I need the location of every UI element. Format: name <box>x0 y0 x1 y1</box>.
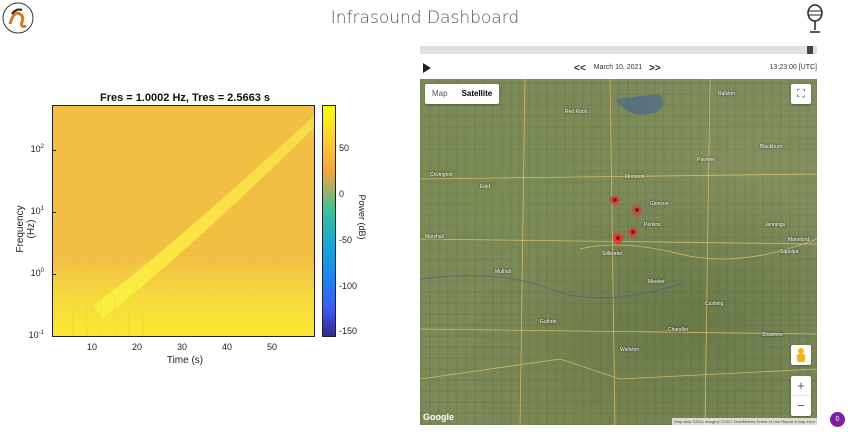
spectrogram-title: Fres = 1.0002 Hz, Tres = 2.5663 s <box>99 92 270 104</box>
colorbar-tick: -50 <box>339 235 353 245</box>
road-overlay <box>420 79 817 425</box>
notification-badge[interactable]: 0 <box>830 412 845 427</box>
time-slider-thumb[interactable] <box>807 46 814 54</box>
town-label: Guthrie <box>540 319 557 325</box>
play-icon[interactable] <box>423 63 431 73</box>
microphone-logo <box>804 4 826 34</box>
town-label: Jennings <box>765 222 786 228</box>
town-label: Mulhall <box>495 269 511 275</box>
previous-day-button[interactable]: << <box>574 63 586 74</box>
chirp-signal <box>93 115 314 318</box>
y-tick-0-1: 10-1 <box>28 330 44 340</box>
town-label: Covington <box>430 172 453 178</box>
town-label: Morrison <box>625 174 645 180</box>
town-label: Mannford <box>788 237 810 243</box>
street-view-pegman-icon[interactable] <box>791 345 811 365</box>
colorbar-tick: -150 <box>339 326 358 336</box>
town-label: Wellston <box>620 347 640 353</box>
map-type-toggle[interactable]: Map Satellite <box>425 84 500 104</box>
colorbar-tick: 50 <box>339 143 350 153</box>
colorbar-label: Power (dB) <box>357 194 367 240</box>
town-label: Perkins <box>644 222 661 228</box>
town-label: Shawnee <box>762 332 783 338</box>
town-label: Pawnee <box>697 157 716 163</box>
x-tick-30: 30 <box>176 342 187 352</box>
map-attribution[interactable]: Map data ©2021 Imagery ©2021 TerraMetric… <box>672 418 817 425</box>
page-title: Infrasound Dashboard <box>330 8 520 28</box>
current-date: March 10, 2021 <box>593 64 643 71</box>
next-day-button[interactable]: >> <box>649 63 661 74</box>
town-label: Sapulpa <box>780 249 799 255</box>
map-toggle-map[interactable]: Map <box>432 89 448 98</box>
colorbar <box>322 105 336 337</box>
town-label: Marshall <box>425 234 444 240</box>
y-tick-1: 100 <box>30 268 44 278</box>
colorbar-tick: 0 <box>339 189 345 199</box>
y-tick-100: 102 <box>30 144 44 154</box>
institution-logo <box>2 2 34 34</box>
town-label-stillwater: Stillwater <box>602 251 623 257</box>
x-tick-50: 50 <box>266 342 277 352</box>
town-label: Blackburn <box>760 144 783 150</box>
current-time: 13:23:00 [UTC] <box>769 64 817 71</box>
colorbar-tick: -100 <box>339 281 358 291</box>
spectrogram-plot <box>52 105 315 337</box>
time-slider[interactable] <box>420 46 817 54</box>
zoom-in-button[interactable]: + <box>791 376 811 396</box>
x-tick-40: 40 <box>221 342 232 352</box>
x-tick-10: 10 <box>86 342 97 352</box>
town-label: Cushing <box>705 301 724 307</box>
x-axis-label: Time (s) <box>166 355 204 366</box>
y-tick-10: 101 <box>30 206 44 216</box>
fullscreen-icon[interactable]: ⛶ <box>791 84 811 104</box>
satellite-map[interactable]: Map Satellite ⛶ Red Rock Ralston Perkins… <box>420 79 817 425</box>
town-label: Meeker <box>648 279 665 285</box>
town-label: Ralston <box>718 91 735 97</box>
map-toggle-satellite[interactable]: Satellite <box>461 89 493 98</box>
x-tick-20: 20 <box>131 342 142 352</box>
zoom-out-button[interactable]: − <box>797 398 805 413</box>
zoom-controls[interactable]: + − <box>791 376 811 416</box>
town-label: Enid <box>480 184 491 190</box>
town-label: Red Rock <box>565 109 587 115</box>
town-label: Chandler <box>668 327 689 333</box>
google-logo: Google <box>423 412 454 422</box>
town-label: Glencoe <box>650 201 669 207</box>
y-axis-label: Frequency (Hz) <box>15 205 37 253</box>
